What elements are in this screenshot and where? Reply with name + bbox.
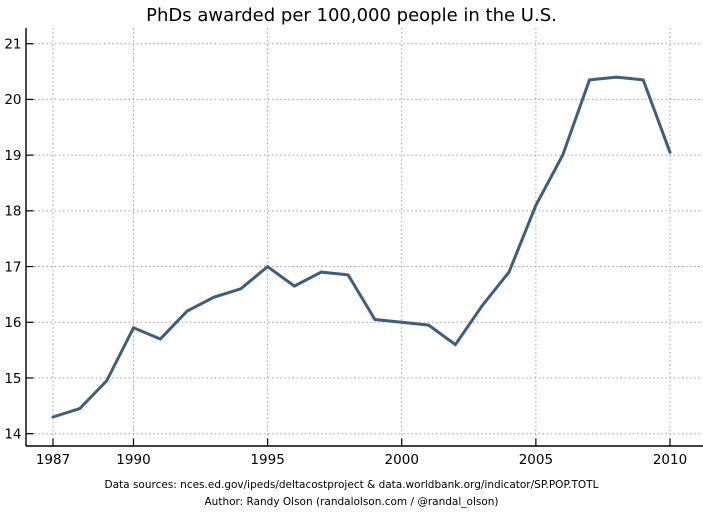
y-tick-label: 14	[4, 427, 21, 443]
author-note: Author: Randy Olson (randalolson.com / @…	[204, 496, 499, 509]
y-tick-label: 16	[4, 315, 21, 331]
x-tick-label: 1995	[250, 452, 284, 468]
y-tick-label: 21	[4, 37, 21, 53]
x-tick-label: 2005	[519, 452, 553, 468]
y-tick-label: 19	[4, 148, 21, 164]
grid-layer	[26, 28, 703, 446]
y-tick-label: 17	[4, 259, 21, 275]
chart-title: PhDs awarded per 100,000 people in the U…	[146, 5, 557, 26]
y-tick-label: 18	[4, 204, 21, 220]
x-tick-label: 2010	[653, 452, 687, 468]
y-tick-label: 15	[4, 371, 21, 387]
data-series-line	[51, 75, 672, 419]
y-tick-label: 20	[4, 92, 21, 108]
x-tick-label: 1987	[36, 452, 70, 468]
data-line-layer	[51, 75, 672, 419]
x-tick-label: 1990	[116, 452, 150, 468]
x-tick-label: 2000	[385, 452, 419, 468]
axes-layer: 14 15 16 17 18 19 20 21 1987 1990 1995 2000 2005 2010	[4, 28, 703, 468]
data-sources-note: Data sources: nces.ed.gov/ipeds/deltacos…	[104, 479, 599, 492]
footer: Data sources: nces.ed.gov/ipeds/deltacos…	[0, 477, 703, 511]
